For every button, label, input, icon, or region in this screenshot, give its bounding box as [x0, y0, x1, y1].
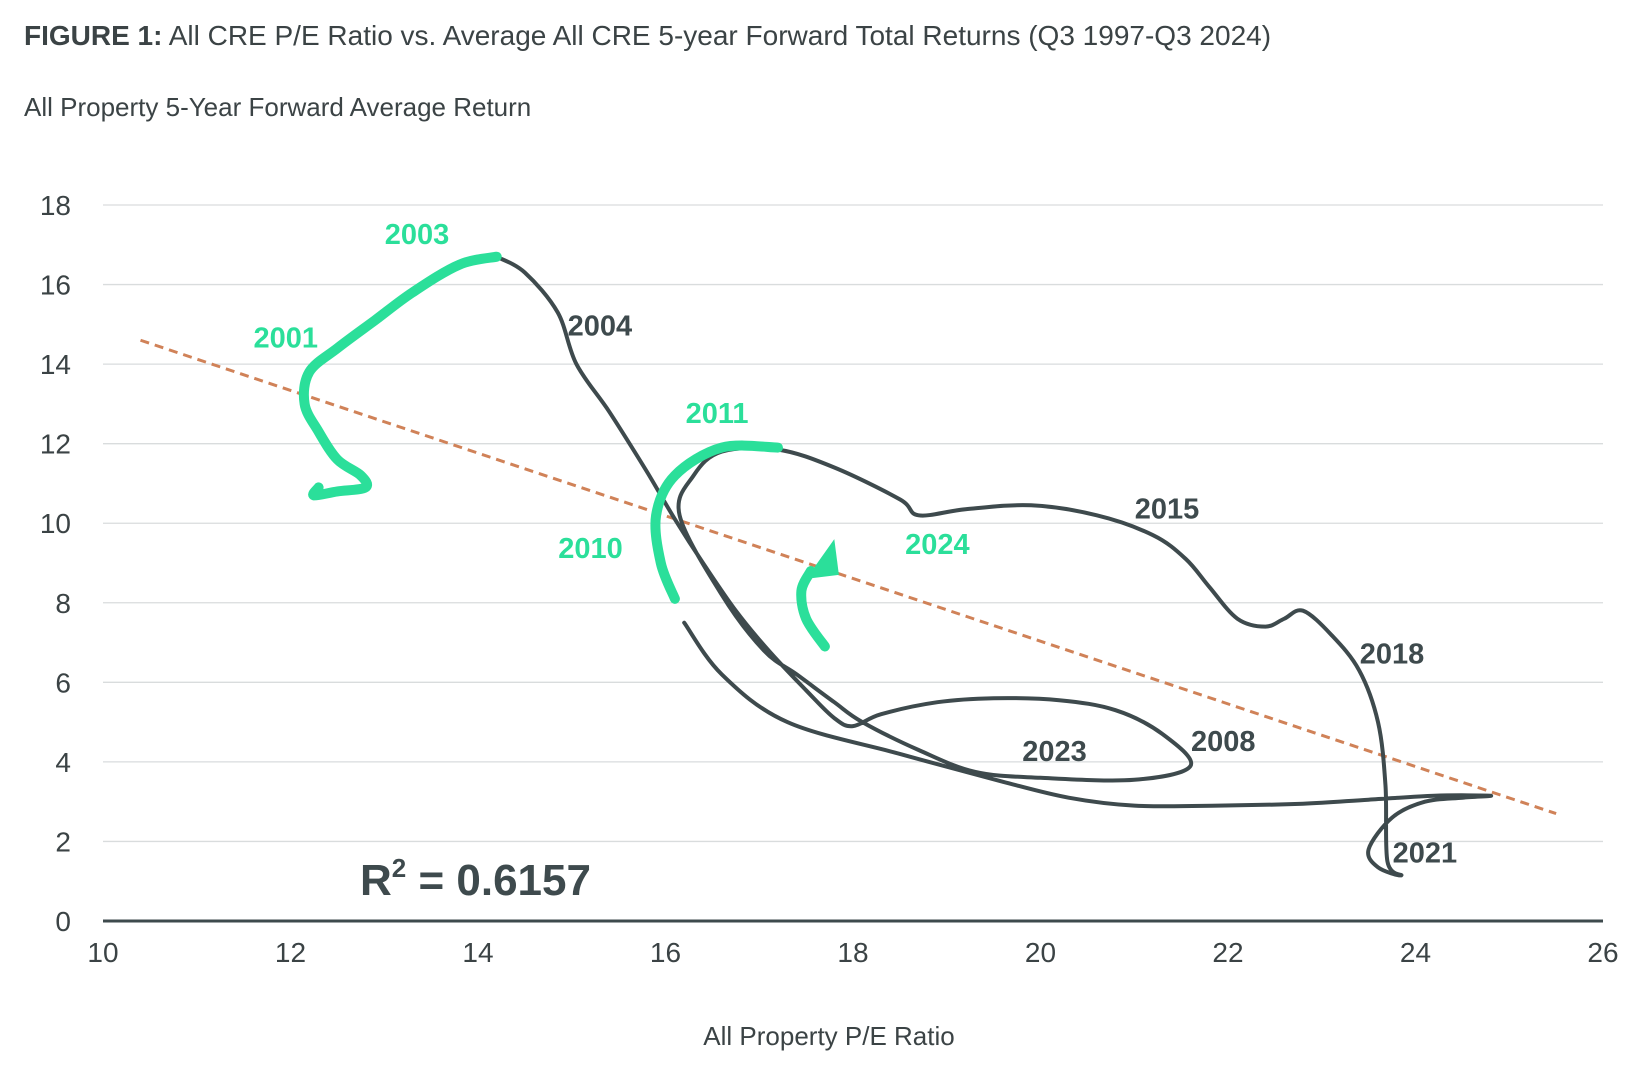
x-tick-label: 16 [650, 937, 681, 968]
green-segment-2024 [796, 566, 830, 652]
chart-title: FIGURE 1: All CRE P/E Ratio vs. Average … [24, 20, 1271, 52]
y-tick-label: 0 [55, 906, 71, 937]
year-label-2021: 2021 [1393, 837, 1458, 869]
x-tick-label: 20 [1025, 937, 1056, 968]
year-label-2008: 2008 [1191, 726, 1256, 758]
y-axis-label: All Property 5-Year Forward Average Retu… [24, 92, 532, 122]
year-labels: 2003 2001 2004 2011 2010 2024 2015 2018 2008 2023… [254, 219, 1458, 870]
data-paths [298, 251, 1494, 878]
grid-lines [103, 204, 1603, 923]
green-segment-2009-2011 [650, 440, 783, 604]
x-tick-label: 24 [1400, 937, 1431, 968]
y-tick-label: 10 [40, 508, 71, 539]
trend-line [140, 338, 1557, 816]
y-tick-label: 2 [55, 826, 71, 857]
year-label-2023: 2023 [1022, 736, 1087, 768]
x-tick-label: 12 [275, 937, 306, 968]
x-tick-label: 14 [462, 937, 493, 968]
y-tick-label: 12 [40, 429, 71, 460]
x-tick-label: 22 [1212, 937, 1243, 968]
year-label-2015: 2015 [1135, 493, 1200, 525]
r2-superscript: 2 [392, 853, 406, 883]
year-label-2003: 2003 [385, 219, 450, 251]
grey-series-path [494, 254, 1494, 878]
year-label-2024: 2024 [905, 529, 970, 561]
y-tick-label: 8 [55, 588, 71, 619]
y-tick-label: 6 [55, 667, 71, 698]
x-axis-label: All Property P/E Ratio [703, 1021, 954, 1051]
r2-base: R [360, 856, 392, 905]
figure-number: FIGURE 1: [24, 20, 163, 51]
year-label-2010: 2010 [558, 533, 623, 565]
y-tick-label: 16 [40, 270, 71, 301]
y-tick-label: 14 [40, 349, 71, 380]
x-tick-label: 10 [87, 937, 118, 968]
year-label-2011: 2011 [686, 398, 749, 430]
arrowhead-2024 [806, 539, 839, 579]
r-squared-annotation: R2 = 0.6157 [360, 853, 591, 905]
year-label-2018: 2018 [1360, 639, 1425, 671]
r2-value: = 0.6157 [406, 856, 591, 905]
x-tick-label: 18 [837, 937, 868, 968]
y-tick-label: 4 [55, 747, 71, 778]
y-tick-label: 18 [40, 190, 71, 221]
x-tick-label: 26 [1587, 937, 1618, 968]
year-label-2001: 2001 [254, 322, 319, 354]
year-label-2004: 2004 [568, 310, 633, 342]
green-segment-1999-2003 [298, 251, 502, 501]
figure-title-text: All CRE P/E Ratio vs. Average All CRE 5-… [168, 20, 1272, 51]
trend-line-group [140, 338, 1557, 816]
